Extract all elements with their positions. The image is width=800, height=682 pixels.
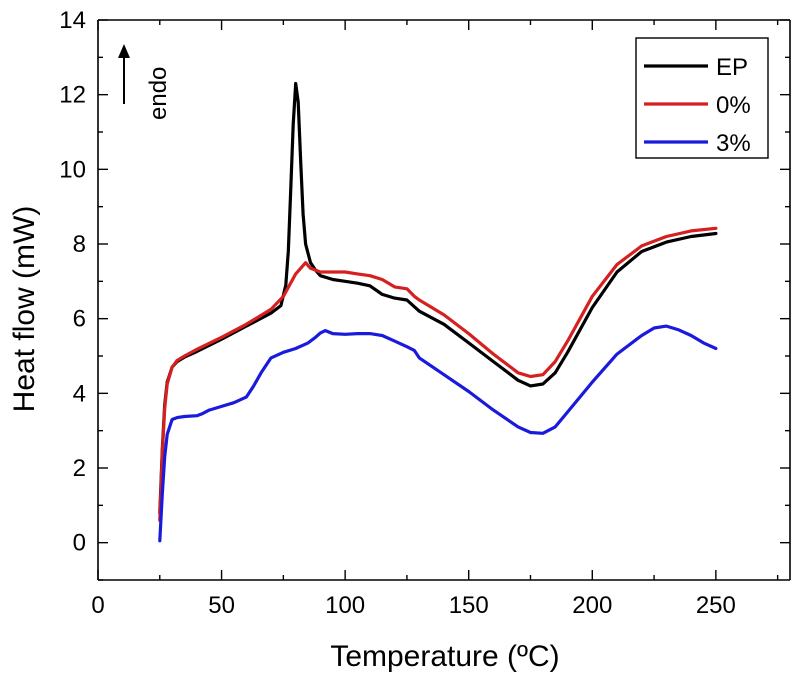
endo-arrowhead-icon [118, 44, 130, 58]
series-line-3pct [158, 324, 718, 543]
y-tick-label: 10 [59, 156, 86, 183]
y-tick-label: 6 [73, 306, 86, 333]
x-tick-label: 100 [325, 592, 365, 619]
x-tick-label: 150 [449, 592, 489, 619]
series-line-ep [158, 81, 718, 515]
legend-label-3pct: 3% [716, 130, 751, 157]
legend-label-ep: EP [716, 54, 748, 81]
y-tick-label: 0 [73, 530, 86, 557]
y-axis-title: Heat flow (mW) [8, 206, 41, 413]
endo-annotation: endo [118, 44, 172, 120]
y-tick-label: 4 [73, 380, 86, 407]
series-line-0pct [158, 226, 718, 522]
x-tick-label: 0 [91, 592, 104, 619]
legend: EP 0% 3% [635, 37, 769, 159]
legend-box [635, 37, 769, 159]
x-tick-label: 50 [208, 592, 235, 619]
y-tick-label: 8 [73, 231, 86, 258]
x-axis-title: Temperature (ºC) [330, 640, 559, 673]
legend-label-0pct: 0% [716, 92, 751, 119]
y-tick-label: 12 [59, 82, 86, 109]
endo-label: endo [145, 67, 172, 120]
series-layer [158, 81, 718, 543]
x-tick-label: 250 [696, 592, 736, 619]
y-tick-label: 2 [73, 455, 86, 482]
y-tick-label: 14 [59, 7, 86, 34]
x-tick-label: 200 [572, 592, 612, 619]
